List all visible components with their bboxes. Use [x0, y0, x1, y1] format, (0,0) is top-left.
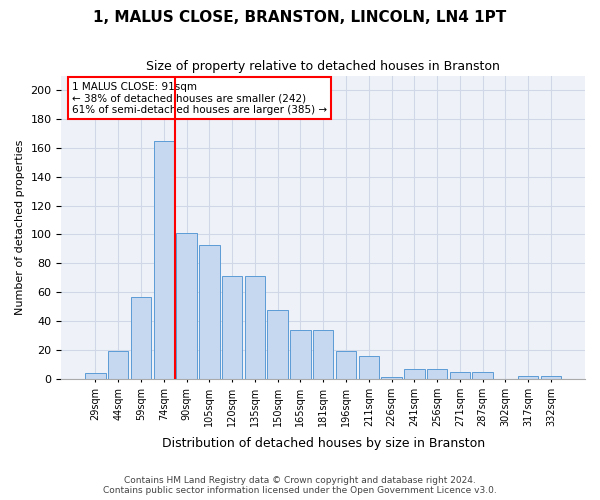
Bar [404, 369, 425, 379]
Bar [290, 330, 311, 379]
Bar [313, 330, 334, 379]
Text: Contains HM Land Registry data © Crown copyright and database right 2024.
Contai: Contains HM Land Registry data © Crown c… [103, 476, 497, 495]
Bar [85, 373, 106, 379]
Text: 1 MALUS CLOSE: 91sqm
← 38% of detached houses are smaller (242)
61% of semi-deta: 1 MALUS CLOSE: 91sqm ← 38% of detached h… [72, 82, 327, 115]
Bar [541, 376, 561, 379]
Title: Size of property relative to detached houses in Branston: Size of property relative to detached ho… [146, 60, 500, 73]
Bar [176, 233, 197, 379]
Bar [449, 372, 470, 379]
Bar [108, 352, 128, 379]
Y-axis label: Number of detached properties: Number of detached properties [15, 140, 25, 315]
Bar [381, 378, 402, 379]
Bar [518, 376, 538, 379]
Bar [359, 356, 379, 379]
Text: 1, MALUS CLOSE, BRANSTON, LINCOLN, LN4 1PT: 1, MALUS CLOSE, BRANSTON, LINCOLN, LN4 1… [94, 10, 506, 25]
Bar [245, 276, 265, 379]
Bar [222, 276, 242, 379]
Bar [268, 310, 288, 379]
Bar [154, 140, 174, 379]
X-axis label: Distribution of detached houses by size in Branston: Distribution of detached houses by size … [161, 437, 485, 450]
Bar [427, 369, 448, 379]
Bar [336, 352, 356, 379]
Bar [199, 244, 220, 379]
Bar [131, 296, 151, 379]
Bar [472, 372, 493, 379]
